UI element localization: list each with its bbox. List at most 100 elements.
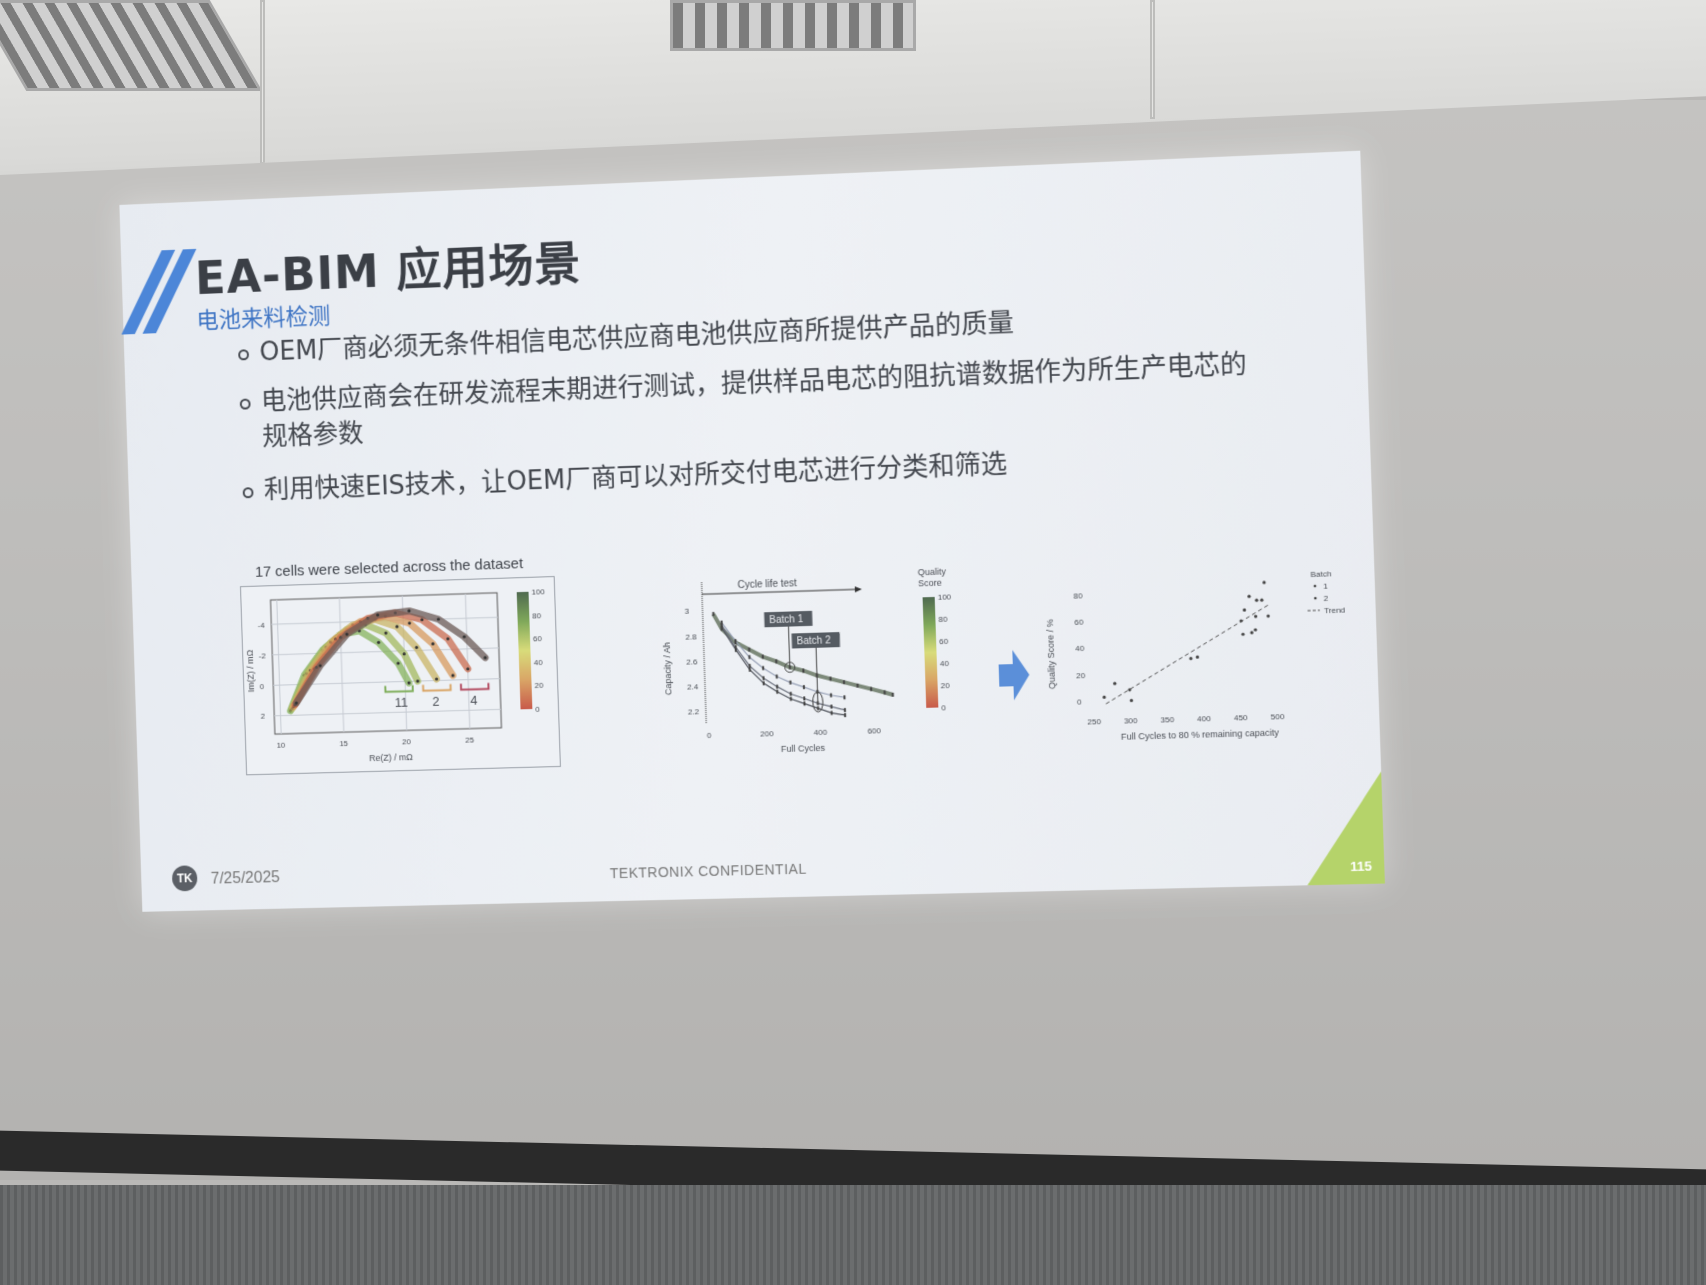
data-point (776, 685, 778, 689)
data-point (856, 684, 858, 688)
data-point (830, 693, 832, 697)
data-point (802, 669, 804, 673)
colorbar-tick-label: 80 (938, 615, 948, 624)
capacity-line (722, 619, 845, 701)
projected-slide: EA-BIM 应用场景 电池来料检测 OEM厂商必须无条件相信电芯供应商电池供应… (119, 151, 1385, 912)
x-tick-label: 300 (1124, 716, 1139, 726)
colorbar-title: Quality (918, 566, 947, 577)
data-point (1130, 699, 1133, 702)
data-point (1113, 682, 1116, 685)
group-count-label: 2 (432, 693, 440, 708)
colorbar-tick-label: 60 (533, 634, 543, 643)
group-count-label: 11 (394, 694, 408, 709)
data-point (762, 655, 764, 659)
data-point (1103, 696, 1106, 699)
y-tick-label: 3 (684, 607, 689, 616)
data-point (803, 702, 805, 706)
x-tick-label: 250 (1087, 717, 1101, 727)
bullet-icon (243, 487, 254, 498)
y-tick-label: 40 (1075, 644, 1085, 653)
y-axis-label: Quality Score / % (1045, 619, 1058, 689)
y-tick-label: 20 (1076, 671, 1086, 680)
y-tick-label: 60 (1074, 617, 1084, 626)
y-tick-label: 2.6 (686, 657, 698, 666)
data-point (776, 690, 778, 694)
legend-marker (1314, 597, 1317, 600)
slide-title: EA-BIM 应用场景 (194, 227, 582, 308)
colorbar-tick-label: 40 (534, 658, 544, 667)
data-point (762, 666, 764, 670)
data-point (735, 648, 737, 652)
data-point (1255, 599, 1258, 602)
y-tick-label: -4 (258, 621, 266, 630)
floor-carpet (0, 1185, 1706, 1285)
data-point (829, 677, 831, 681)
data-point (831, 711, 833, 715)
y-tick-label: -2 (259, 651, 266, 660)
data-point (1243, 608, 1246, 611)
legend-title: Batch (1310, 569, 1331, 579)
group-bracket (423, 684, 451, 691)
data-point (789, 680, 791, 684)
colorbar-tick-label: 100 (938, 592, 952, 602)
grid-line (277, 600, 281, 734)
y-tick-label: 0 (1077, 698, 1082, 707)
bullet-text: OEM厂商必须无条件相信电芯供应商电池供应商所提供产品的质量 (259, 308, 1014, 367)
x-axis-label: Full Cycles to 80 % remaining capacity (1121, 727, 1280, 742)
y-axis-label: Capacity / Ah (662, 642, 674, 695)
grid-line (274, 709, 501, 715)
x-tick-label: 20 (402, 737, 412, 746)
x-tick-label: 350 (1160, 715, 1175, 725)
data-point (843, 695, 845, 699)
data-point (844, 708, 846, 712)
footer-confidential: TEKTRONIX CONFIDENTIAL (610, 861, 807, 882)
colorbar-tick-label: 40 (940, 659, 950, 668)
nyquist-colorbar (517, 592, 533, 710)
colorbar-tick-label: 100 (531, 587, 545, 596)
data-point (734, 639, 736, 643)
corner-decoration (1304, 772, 1385, 886)
ceiling-vent (670, 0, 916, 51)
annotation-label: Batch 2 (797, 635, 831, 647)
legend-marker (1314, 585, 1317, 588)
x-tick-label: 450 (1234, 713, 1249, 723)
bullet-item: 利用快速EIS技术，让OEM厂商可以对所交付电芯进行分类和筛选 (263, 446, 1007, 508)
data-point (721, 626, 723, 630)
data-point (892, 693, 894, 697)
colorbar-tick-label: 20 (941, 681, 951, 690)
bullet-icon (240, 398, 251, 409)
y-tick-label: 2.4 (687, 682, 699, 691)
x-tick-label: 15 (339, 739, 349, 748)
data-point (803, 685, 805, 689)
data-point (1267, 614, 1270, 617)
ceiling-grid-line (260, 0, 265, 164)
data-point (843, 680, 845, 684)
data-point (1189, 657, 1192, 660)
colorbar-tick-label: 0 (941, 703, 946, 712)
data-point (1262, 581, 1265, 584)
trend-line (1103, 605, 1271, 704)
data-point (776, 675, 778, 679)
data-point (817, 706, 819, 710)
colorbar-tick-label: 0 (535, 705, 540, 714)
data-point (748, 648, 750, 652)
x-axis-label: Re(Z) / mΩ (369, 752, 413, 763)
group-bracket (461, 683, 489, 690)
data-point (790, 692, 792, 696)
data-point (884, 690, 886, 694)
annotation-label: Batch 1 (769, 614, 804, 626)
y-tick-label: 2.8 (685, 632, 697, 641)
colorbar-tick-label: 60 (939, 637, 949, 646)
data-point (1260, 598, 1263, 601)
quality-colorbar (923, 597, 939, 708)
ceiling-grid-line (1150, 0, 1155, 119)
data-point (790, 697, 792, 701)
arrow-head (855, 586, 862, 592)
x-tick-label: 500 (1271, 712, 1286, 722)
group-count-label: 4 (470, 692, 478, 707)
data-point (748, 655, 750, 659)
tektronix-logo: TK (172, 865, 198, 891)
